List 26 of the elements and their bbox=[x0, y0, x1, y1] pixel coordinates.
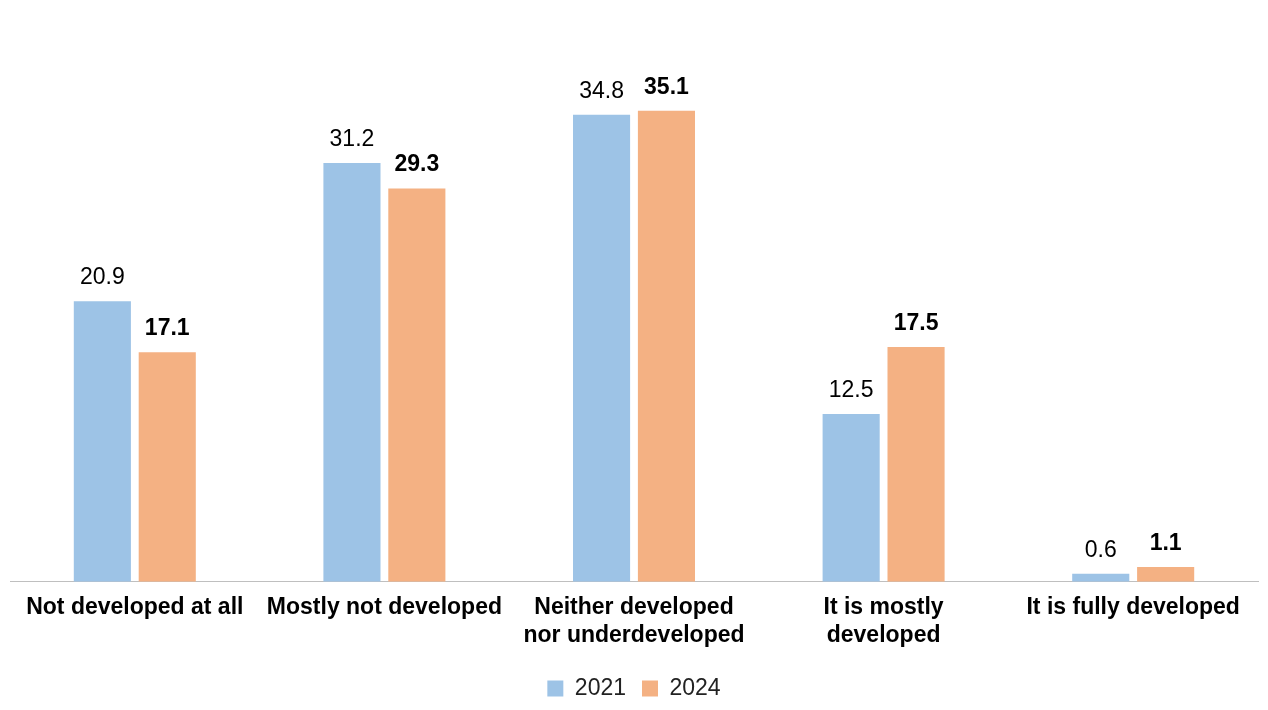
data-label: 1.1 bbox=[1149, 528, 1182, 555]
data-label: 31.2 bbox=[329, 124, 375, 151]
x-tick-label: It is fully developed bbox=[1026, 592, 1240, 619]
x-tick-label: Neither developed nor underdeveloped bbox=[523, 592, 745, 647]
bar bbox=[637, 110, 695, 582]
data-label: 17.1 bbox=[144, 314, 190, 341]
data-label: 12.5 bbox=[828, 375, 874, 402]
legend-label: 2021 bbox=[574, 673, 627, 700]
data-label: 35.1 bbox=[644, 72, 690, 99]
data-label: 34.8 bbox=[579, 76, 624, 103]
bar bbox=[1137, 567, 1195, 582]
x-tick-label: It is mostly developed bbox=[823, 592, 944, 647]
data-label: 20.9 bbox=[79, 263, 125, 290]
bar bbox=[388, 188, 446, 582]
bar bbox=[887, 346, 945, 582]
bar bbox=[138, 352, 196, 582]
bar bbox=[323, 163, 381, 582]
x-tick-label: Mostly not developed bbox=[266, 592, 502, 619]
legend-label: 2024 bbox=[669, 673, 721, 700]
bar bbox=[73, 301, 131, 582]
bar bbox=[573, 114, 631, 582]
data-label: 0.6 bbox=[1084, 535, 1117, 562]
data-label: 17.5 bbox=[893, 308, 939, 335]
bar bbox=[822, 414, 880, 582]
x-tick-label: Not developed at all bbox=[26, 592, 244, 619]
data-label: 29.3 bbox=[394, 150, 440, 177]
